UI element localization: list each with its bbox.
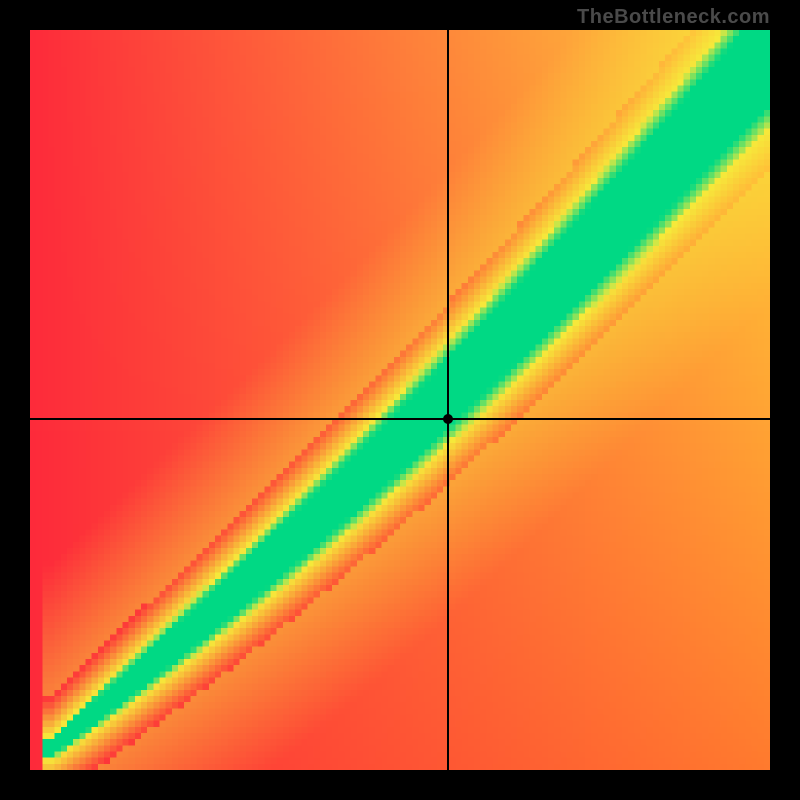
watermark-text: TheBottleneck.com	[577, 6, 770, 29]
plot-area	[30, 30, 770, 770]
bottleneck-heatmap	[30, 30, 770, 770]
crosshair-horizontal	[30, 418, 770, 420]
crosshair-vertical	[447, 30, 449, 770]
figure-root: TheBottleneck.com	[0, 0, 800, 800]
selection-marker	[443, 414, 453, 424]
